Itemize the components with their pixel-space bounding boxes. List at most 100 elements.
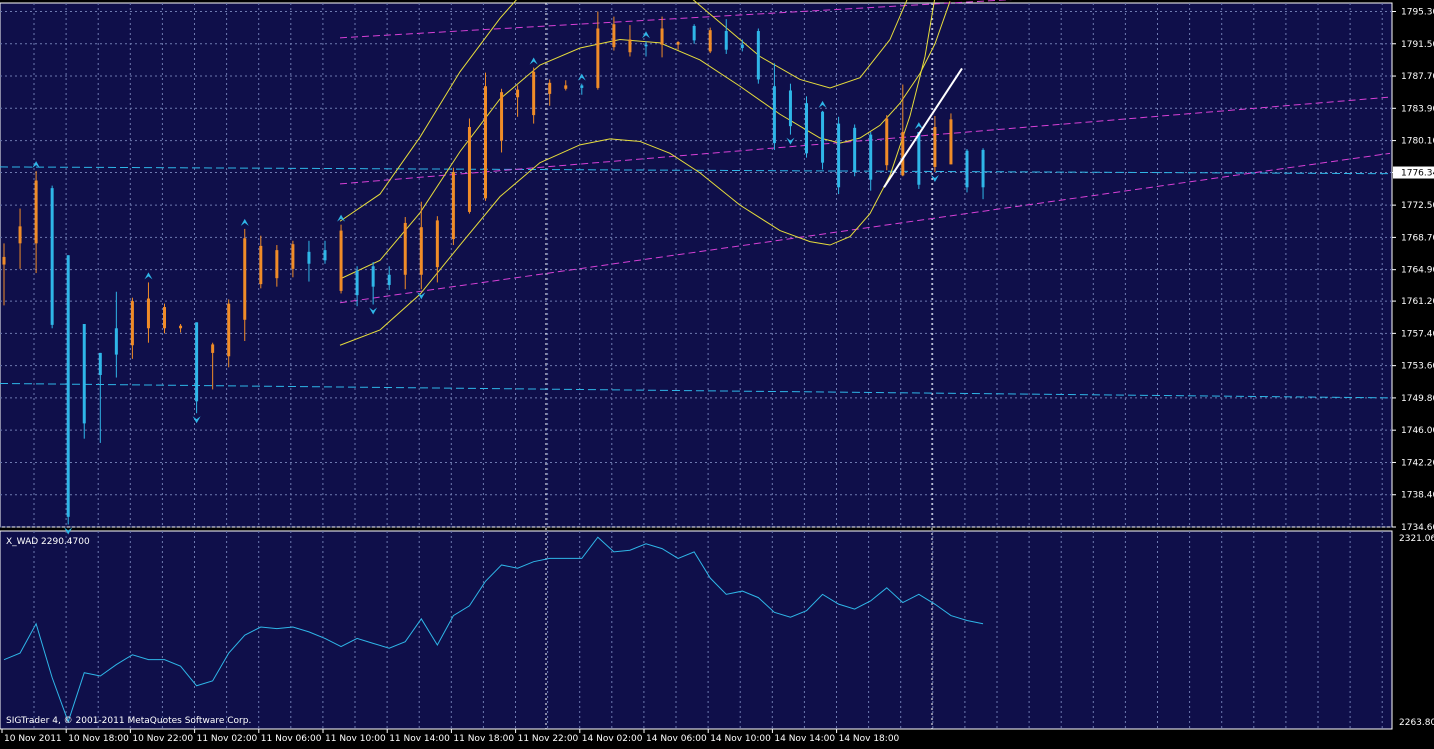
price-bar-body (114, 328, 118, 355)
time-tick-label: 14 Nov 10:00 (710, 734, 771, 744)
time-tick-label: 11 Nov 18:00 (453, 734, 514, 744)
price-bar-body (403, 222, 407, 275)
channel-line (339, 152, 1391, 304)
price-bar-body (756, 31, 760, 80)
price-bar-body (18, 226, 22, 244)
price-bar-body (355, 270, 359, 296)
price-bar-body (708, 30, 712, 52)
fractal-up-arrow (529, 57, 538, 65)
price-bar-body (2, 256, 6, 265)
price-bar-body (195, 322, 199, 402)
price-bar-body (98, 352, 102, 375)
price-bar-body (644, 44, 648, 47)
channel-line (339, 0, 1013, 39)
price-bar-body (34, 180, 38, 244)
time-tick-label: 10 Nov 18:00 (68, 734, 129, 744)
price-bar-body (419, 227, 423, 275)
price-tick-label: 1746.00 (1401, 426, 1434, 436)
price-bar-body (933, 126, 937, 167)
time-tick-label: 14 Nov 18:00 (839, 734, 900, 744)
fractal-down-arrow (192, 416, 201, 424)
time-tick-label: 10 Nov 22:00 (132, 734, 193, 744)
price-bar-body (772, 86, 776, 144)
price-tick-label: 1742.20 (1401, 458, 1434, 468)
price-bar-body (949, 119, 953, 165)
price-bar-body (163, 307, 166, 329)
price-tick-label: 1734.60 (1401, 523, 1434, 533)
polynomial-envelope (339, 0, 951, 346)
price-tick-label: 1738.40 (1401, 491, 1434, 501)
time-tick-label: 11 Nov 22:00 (518, 734, 579, 744)
price-bar-body (901, 132, 905, 176)
copyright-label: SIGTrader 4, © 2001-2011 MetaQuotes Soft… (6, 716, 251, 726)
current-price-label: 1776.34 (1401, 169, 1434, 179)
price-bar-body (596, 28, 600, 88)
main-pane (0, 2, 1393, 528)
fractal-down-arrow (417, 292, 426, 300)
price-bar-body (323, 250, 327, 261)
price-bar-body (500, 92, 504, 141)
indicator-name-label: X_WAD 2290.4700 (6, 537, 90, 547)
current-price-tag (1393, 166, 1434, 179)
price-bar-body (564, 85, 568, 89)
price-bar-body (307, 251, 311, 264)
price-bar-body (612, 24, 616, 48)
price-tick-label: 1795.30 (1401, 7, 1434, 17)
grid-horizontal (0, 10, 1392, 528)
price-bar-body (82, 324, 86, 424)
price-bars (2, 11, 985, 525)
price-bar-body (50, 188, 54, 325)
indicator-pane (0, 530, 1393, 730)
price-axis: 1795.30 1791.50 1787.70 1783.90 1780.10 1772.… (1392, 7, 1434, 533)
fractal-up-arrow (914, 122, 923, 130)
price-tick-label: 1768.70 (1401, 233, 1434, 243)
price-bar-body (484, 86, 487, 199)
time-tick-label: 14 Nov 06:00 (646, 734, 707, 744)
price-bar-body (676, 42, 680, 45)
fractal-up-arrow (337, 214, 346, 222)
time-tick-label: 11 Nov 02:00 (197, 734, 258, 744)
time-tick-label: 11 Nov 06:00 (261, 734, 322, 744)
envelope-curve (339, 1, 951, 280)
fractal-arrows (32, 31, 939, 535)
price-bar-body (805, 103, 808, 154)
time-axis: 10 Nov 2011 10 Nov 18:00 10 Nov 22:00 11 No… (1, 729, 900, 744)
price-bar-body (660, 28, 664, 45)
regression-channel (339, 0, 1391, 304)
fractal-up-arrow (32, 161, 41, 169)
price-bar-body (821, 111, 825, 163)
price-tick-label: 1749.80 (1401, 394, 1434, 404)
time-tick-label: 11 Nov 14:00 (389, 734, 450, 744)
time-tick-label: 10 Nov 2011 (4, 734, 62, 744)
price-tick-label: 1772.50 (1401, 201, 1434, 211)
price-bar-body (66, 255, 70, 517)
price-bar-body (516, 89, 520, 98)
fractal-up-arrow (642, 31, 650, 39)
fractal-up-arrow (577, 73, 586, 81)
time-tick-label: 14 Nov 02:00 (582, 734, 643, 744)
price-bar-body (740, 44, 744, 49)
price-bar-body (580, 85, 584, 88)
price-bar-body (339, 230, 343, 291)
price-bar-body (853, 127, 857, 173)
price-bar-body (146, 298, 150, 329)
price-bar-body (788, 90, 792, 127)
envelope-curve (692, 0, 908, 89)
wad-indicator-line (3, 536, 984, 724)
price-bar-body (837, 123, 841, 188)
price-bar-body (548, 82, 552, 94)
support-level-line (0, 382, 1393, 399)
fractal-down-arrow (930, 175, 939, 183)
fractal-down-arrow (64, 527, 73, 535)
envelope-curve (339, 0, 936, 346)
price-bar-body (965, 150, 969, 188)
fractal-down-arrow (369, 307, 378, 315)
price-bar-body (532, 71, 536, 116)
indicator-bottom-label: 2263.80 (1399, 718, 1434, 728)
price-bar-body (179, 325, 183, 329)
price-tick-label: 1780.10 (1401, 137, 1434, 147)
price-bar-body (371, 266, 375, 287)
price-tick-label: 1791.50 (1401, 40, 1434, 50)
